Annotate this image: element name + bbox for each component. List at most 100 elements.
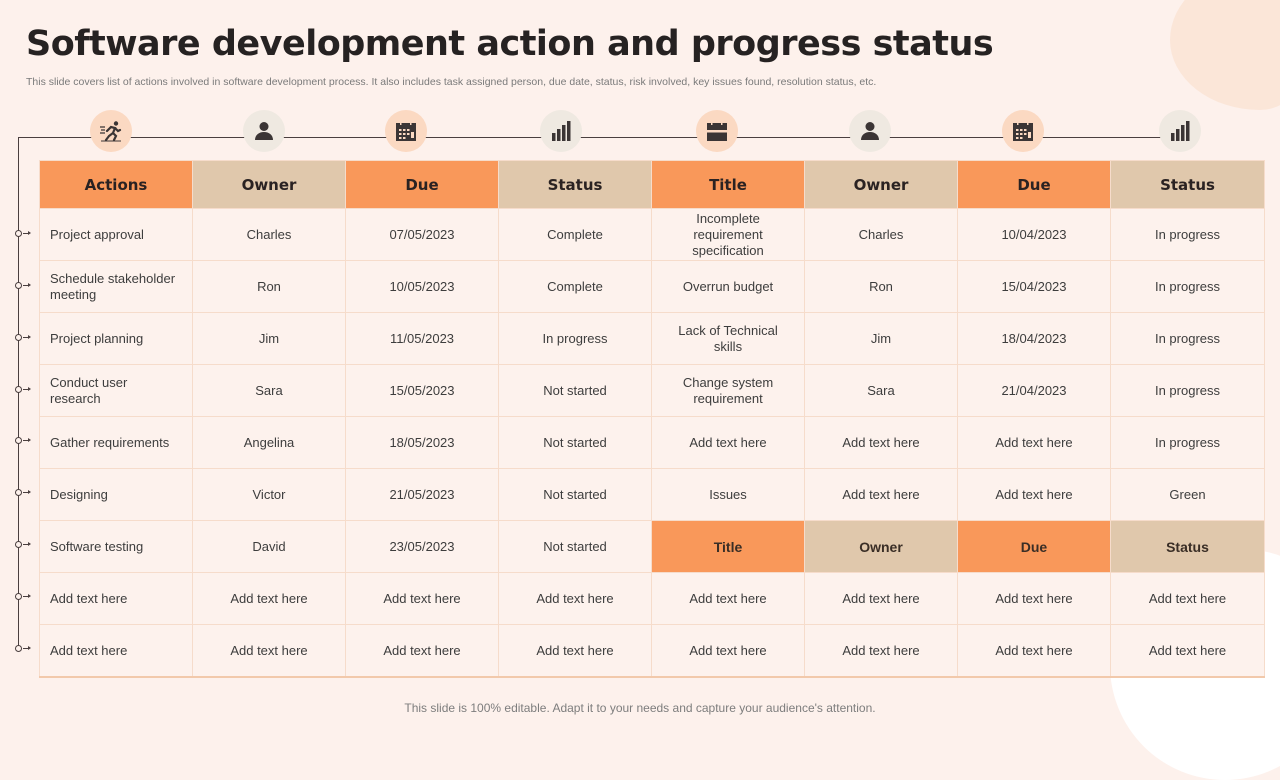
user-icon	[243, 110, 285, 152]
cell-due: Add text here	[345, 624, 499, 678]
subheader-status: Status	[1110, 520, 1265, 573]
cell-status-2: In progress	[1110, 312, 1265, 365]
cell-owner: Angelina	[192, 416, 346, 469]
cell-action: Conduct user research	[39, 364, 193, 417]
cell-status: Complete	[498, 208, 652, 261]
cell-status-2: In progress	[1110, 416, 1265, 469]
cell-due: 11/05/2023	[345, 312, 499, 365]
page-title: Software development action and progress…	[26, 24, 994, 64]
cell-action: Project approval	[39, 208, 193, 261]
running-person-icon	[90, 110, 132, 152]
cell-due: 10/05/2023	[345, 260, 499, 313]
row-connector	[15, 541, 33, 549]
row-connector	[15, 489, 33, 497]
cell-owner-2: Charles	[804, 208, 958, 261]
cell-owner-2: Add text here	[804, 416, 958, 469]
table-row: Software testing David 23/05/2023 Not st…	[39, 520, 1265, 573]
cell-owner: Jim	[192, 312, 346, 365]
subheader-owner: Owner	[804, 520, 958, 573]
cell-title: Overrun budget	[651, 260, 805, 313]
cell-title: Change system requirement	[651, 364, 805, 417]
cell-action: Gather requirements	[39, 416, 193, 469]
cell-owner-2: Add text here	[804, 468, 958, 521]
cell-owner-2: Jim	[804, 312, 958, 365]
header-status: Status	[498, 160, 652, 209]
cell-due-2: Add text here	[957, 468, 1111, 521]
cell-owner: Sara	[192, 364, 346, 417]
subheader-due: Due	[957, 520, 1111, 573]
cell-due-2: Add text here	[957, 624, 1111, 678]
cell-status: Complete	[498, 260, 652, 313]
cell-status: Not started	[498, 468, 652, 521]
table-row: Add text here Add text here Add text her…	[39, 572, 1265, 625]
calendar-icon	[696, 110, 738, 152]
subheader-title: Title	[651, 520, 805, 573]
cell-status: Add text here	[498, 624, 652, 678]
row-connector	[15, 334, 33, 342]
cell-action: Add text here	[39, 572, 193, 625]
table-row: Project approval Charles 07/05/2023 Comp…	[39, 208, 1265, 261]
cell-title: Add text here	[651, 416, 805, 469]
cell-title: Lack of Technical skills	[651, 312, 805, 365]
cell-due-2: 10/04/2023	[957, 208, 1111, 261]
cell-due-2: 21/04/2023	[957, 364, 1111, 417]
cell-action: Software testing	[39, 520, 193, 573]
cell-owner-2: Ron	[804, 260, 958, 313]
calendar-grid-icon	[385, 110, 427, 152]
cell-title: Incomplete requirement specification	[651, 208, 805, 261]
cell-due: 23/05/2023	[345, 520, 499, 573]
bar-chart-icon	[540, 110, 582, 152]
cell-owner: Add text here	[192, 624, 346, 678]
cell-owner-2: Add text here	[804, 624, 958, 678]
header-title: Title	[651, 160, 805, 209]
action-status-table: Actions Owner Due Status Title Owner Due…	[39, 160, 1265, 678]
cell-owner-2: Sara	[804, 364, 958, 417]
cell-action: Designing	[39, 468, 193, 521]
cell-action: Schedule stakeholder meeting	[39, 260, 193, 313]
cell-due: 18/05/2023	[345, 416, 499, 469]
cell-due: 21/05/2023	[345, 468, 499, 521]
bar-chart-icon	[1159, 110, 1201, 152]
calendar-grid-icon	[1002, 110, 1044, 152]
cell-status: In progress	[498, 312, 652, 365]
table-row: Project planning Jim 11/05/2023 In progr…	[39, 312, 1265, 365]
cell-status-2: Add text here	[1110, 624, 1265, 678]
header-due: Due	[345, 160, 499, 209]
cell-status: Add text here	[498, 572, 652, 625]
timeline-horizontal-line	[18, 137, 1180, 138]
cell-status-2: In progress	[1110, 208, 1265, 261]
table-row: Conduct user research Sara 15/05/2023 No…	[39, 364, 1265, 417]
cell-status-2: Green	[1110, 468, 1265, 521]
cell-status-2: In progress	[1110, 364, 1265, 417]
cell-due: 07/05/2023	[345, 208, 499, 261]
table-row: Gather requirements Angelina 18/05/2023 …	[39, 416, 1265, 469]
cell-due: Add text here	[345, 572, 499, 625]
cell-title: Add text here	[651, 624, 805, 678]
table-row: Designing Victor 21/05/2023 Not started …	[39, 468, 1265, 521]
row-connector	[15, 645, 33, 653]
timeline-vertical-line	[18, 137, 19, 649]
row-connector	[15, 282, 33, 290]
row-connector	[15, 437, 33, 445]
cell-status: Not started	[498, 416, 652, 469]
cell-status-2: In progress	[1110, 260, 1265, 313]
cell-title: Issues	[651, 468, 805, 521]
header-due-2: Due	[957, 160, 1111, 209]
cell-owner: Add text here	[192, 572, 346, 625]
table-header-row: Actions Owner Due Status Title Owner Due…	[39, 160, 1265, 209]
cell-owner: David	[192, 520, 346, 573]
header-owner-2: Owner	[804, 160, 958, 209]
cell-due-2: 15/04/2023	[957, 260, 1111, 313]
page-subtitle: This slide covers list of actions involv…	[26, 76, 877, 88]
cell-action: Add text here	[39, 624, 193, 678]
table-row: Schedule stakeholder meeting Ron 10/05/2…	[39, 260, 1265, 313]
cell-status: Not started	[498, 364, 652, 417]
cell-title: Add text here	[651, 572, 805, 625]
header-status-2: Status	[1110, 160, 1265, 209]
row-connector	[15, 593, 33, 601]
footer-note: This slide is 100% editable. Adapt it to…	[404, 701, 876, 715]
decorative-blob-top-right	[1170, 0, 1280, 110]
cell-due-2: 18/04/2023	[957, 312, 1111, 365]
user-icon	[849, 110, 891, 152]
cell-action: Project planning	[39, 312, 193, 365]
